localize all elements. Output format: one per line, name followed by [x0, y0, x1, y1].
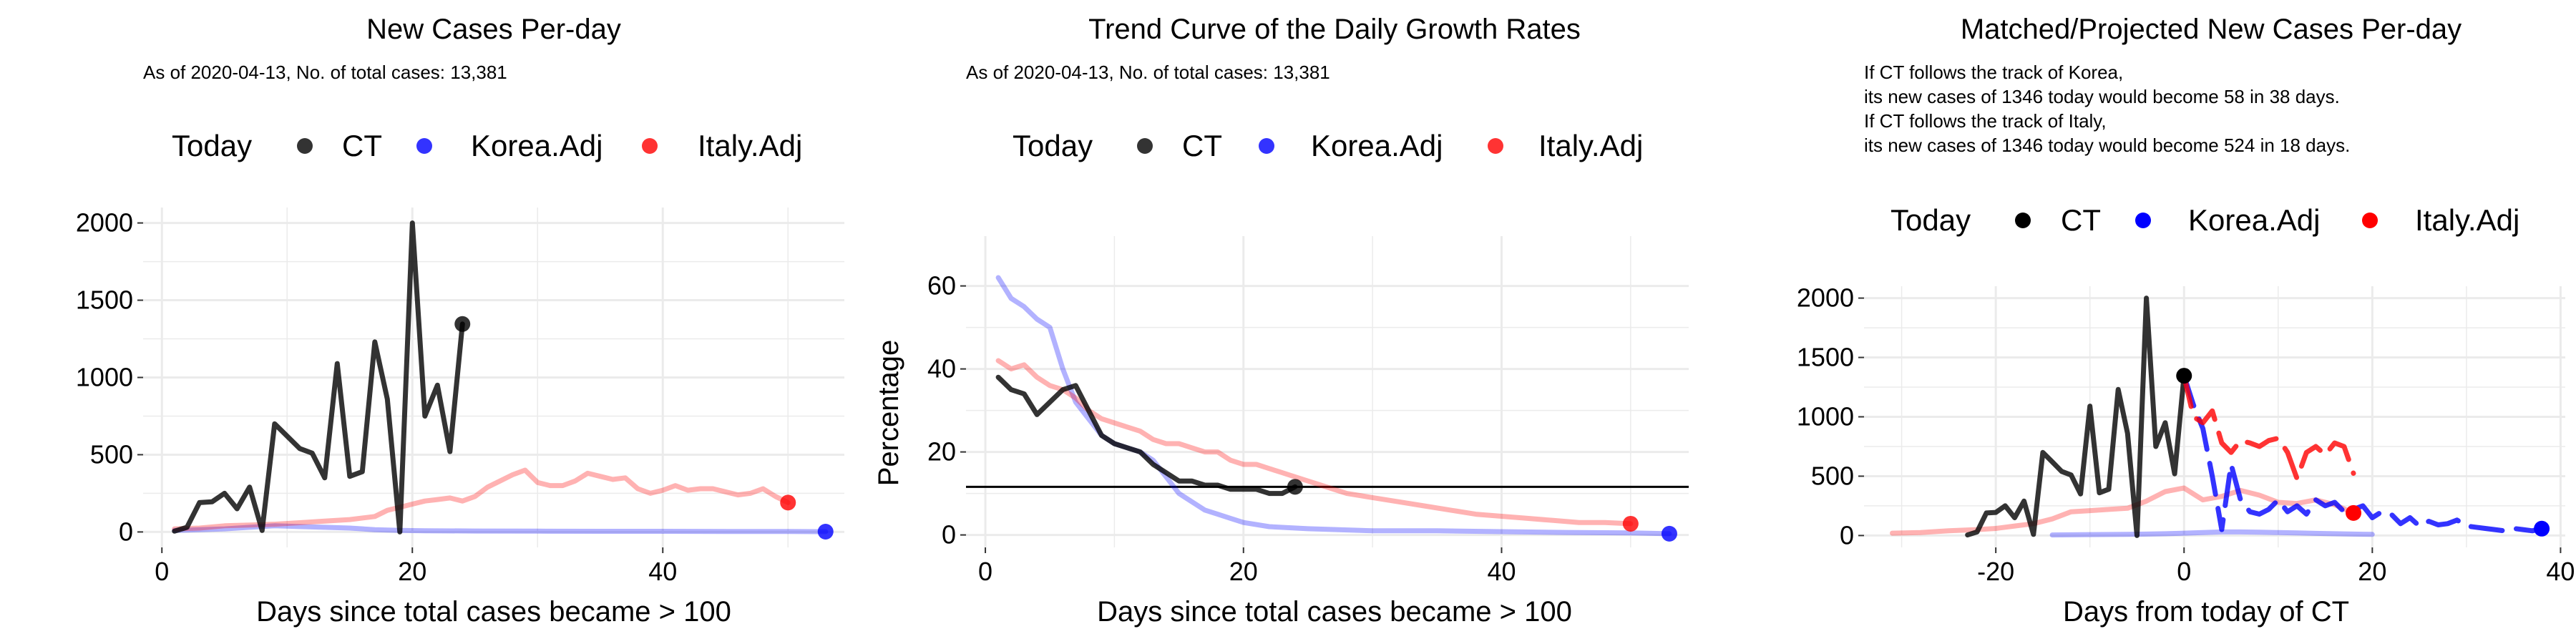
y-tick-label: 20	[927, 437, 956, 467]
today-point-ct	[2176, 368, 2192, 384]
series-line-italy-adj	[172, 467, 791, 532]
x-tick-label: 0	[155, 557, 169, 586]
today-point-korea-adj	[817, 523, 834, 540]
legend-key-ct	[1137, 138, 1153, 154]
legend-label-korea: Korea.Adj	[2188, 203, 2320, 237]
series-line-ct	[995, 374, 1298, 497]
legend-key-italy	[642, 138, 658, 154]
panel-3-x-label: Days from today of CT	[2063, 596, 2349, 628]
y-tick-label: 1000	[76, 363, 133, 392]
series-line-korea-adj-matched	[2049, 529, 2375, 538]
series-line-korea-adj	[172, 523, 829, 535]
y-tick-label: 0	[942, 520, 956, 550]
panel-1-plot: 0 20 40 0 500 1000 1500 2000	[76, 208, 844, 586]
y-tick-label: 2000	[76, 208, 133, 238]
legend-key-ct	[2015, 213, 2031, 228]
series-line-ct	[1965, 296, 2187, 538]
today-point-italy-adj	[1622, 515, 1639, 532]
series-line-korea-adj-projected	[2181, 373, 2545, 534]
panel-2-x-label: Days since total cases became > 100	[1097, 596, 1572, 628]
panel-3-plot: -20 0 20 40 0 500 1000 1500 2000	[1797, 283, 2575, 586]
panel-growth-rates: Trend Curve of the Daily Growth Rates As…	[873, 14, 1689, 628]
legend-key-korea	[2135, 213, 2151, 228]
legend-key-korea	[416, 138, 432, 154]
series-line-korea-adj	[995, 275, 1672, 537]
panel-3-note-2: its new cases of 1346 today would become…	[1864, 86, 2340, 107]
panel-2-subtitle: As of 2020-04-13, No. of total cases: 13…	[966, 62, 1330, 83]
x-tick-label: -20	[1977, 557, 2014, 586]
legend-label-ct: CT	[342, 129, 382, 162]
today-point-ct	[454, 316, 471, 332]
legend-title: Today	[172, 129, 252, 162]
y-tick-label: 1500	[1797, 343, 1854, 372]
legend-label-italy: Italy.Adj	[1538, 129, 1643, 162]
series-line-ct	[172, 220, 465, 535]
legend-title: Today	[1013, 129, 1093, 162]
panel-1-x-label: Days since total cases became > 100	[256, 596, 731, 628]
y-tick-label: 500	[90, 439, 133, 469]
legend-label-korea: Korea.Adj	[1311, 129, 1443, 162]
legend-key-korea	[1259, 138, 1274, 154]
panel-1-legend: Today CT Korea.Adj Italy.Adj	[172, 129, 802, 162]
panel-new-cases: New Cases Per-day As of 2020-04-13, No. …	[76, 14, 844, 628]
x-tick-label: 40	[648, 557, 677, 586]
panel-2-legend: Today CT Korea.Adj Italy.Adj	[1013, 129, 1643, 162]
y-tick-label: 0	[1840, 520, 1854, 550]
today-point-korea-adj	[2534, 520, 2550, 537]
x-tick-label: 40	[1487, 557, 1516, 586]
legend-label-ct: CT	[2061, 203, 2101, 237]
x-tick-label: 40	[2546, 557, 2575, 586]
legend-key-italy	[2362, 213, 2378, 228]
panel-3-note-3: If CT follows the track of Italy,	[1864, 110, 2107, 132]
panel-3-legend: Today CT Korea.Adj Italy.Adj	[1890, 203, 2519, 237]
x-tick-label: 0	[978, 557, 992, 586]
panel-1-title: New Cases Per-day	[366, 14, 621, 45]
x-tick-label: 20	[398, 557, 426, 586]
x-tick-label: 0	[2177, 557, 2191, 586]
y-tick-label: 40	[927, 354, 956, 384]
today-point-italy-adj	[2346, 504, 2362, 521]
panel-2-y-label: Percentage	[873, 340, 904, 487]
today-point-ct	[1287, 479, 1303, 495]
panel-3-title: Matched/Projected New Cases Per-day	[1961, 14, 2462, 45]
legend-label-italy: Italy.Adj	[2415, 203, 2519, 237]
y-tick-label: 500	[1811, 461, 1854, 490]
today-point-italy-adj	[780, 494, 796, 511]
legend-key-italy	[1488, 138, 1503, 154]
panel-2-title: Trend Curve of the Daily Growth Rates	[1088, 14, 1581, 45]
y-tick-label: 60	[927, 271, 956, 301]
x-tick-label: 20	[2358, 557, 2386, 586]
legend-title: Today	[1890, 203, 1971, 237]
y-tick-label: 2000	[1797, 283, 1854, 313]
legend-label-ct: CT	[1182, 129, 1222, 162]
series-line-italy-adj	[995, 358, 1634, 527]
y-tick-label: 1500	[76, 286, 133, 315]
y-tick-label: 0	[119, 517, 133, 546]
panel-1-subtitle: As of 2020-04-13, No. of total cases: 13…	[143, 62, 507, 83]
panel-2-plot: 0 20 40 0 20 40 60	[927, 236, 1689, 586]
legend-label-italy: Italy.Adj	[698, 129, 802, 162]
legend-label-korea: Korea.Adj	[471, 129, 602, 162]
today-point-korea-adj	[1661, 525, 1677, 542]
panel-projected: Matched/Projected New Cases Per-day If C…	[1797, 14, 2575, 628]
x-tick-label: 20	[1229, 557, 1258, 586]
panel-3-note-1: If CT follows the track of Korea,	[1864, 62, 2123, 83]
y-tick-label: 1000	[1797, 402, 1854, 431]
legend-key-ct	[297, 138, 313, 154]
series-line-italy-adj-projected	[2181, 373, 2356, 482]
panel-3-note-4: its new cases of 1346 today would become…	[1864, 135, 2350, 156]
